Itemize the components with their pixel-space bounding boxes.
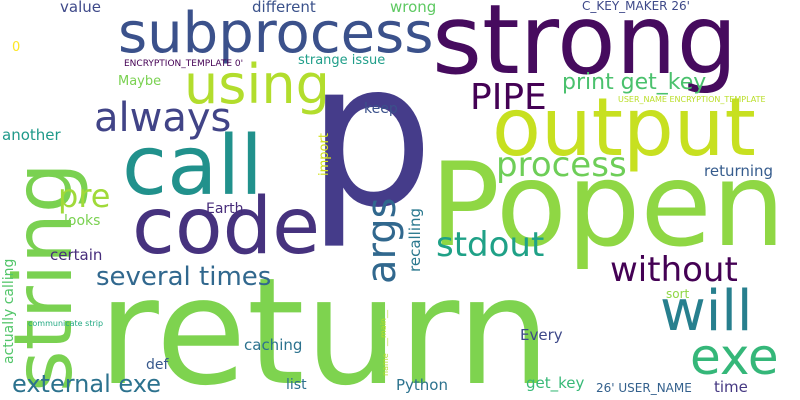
word-caching: caching <box>244 336 303 354</box>
word-without: without <box>610 250 738 290</box>
word-using: using <box>184 53 330 116</box>
word-list: list <box>286 377 307 393</box>
word-value: value <box>60 0 101 16</box>
word-always: always <box>94 95 232 141</box>
word-popen: Popen <box>430 138 786 273</box>
word-args: args <box>359 197 405 284</box>
word-process: process <box>496 145 627 185</box>
word-another: another <box>2 126 61 144</box>
word-name: name <box>381 353 390 376</box>
word-maybe: Maybe <box>118 74 162 89</box>
word-subprocess: subprocess <box>118 1 434 66</box>
word-wrong: wrong <box>390 0 437 16</box>
word-several-times: several times <box>96 262 272 292</box>
word-different: different <box>252 0 316 16</box>
word-looks: looks <box>64 213 101 229</box>
word-keep: keep <box>364 101 398 117</box>
word-zero: 0 <box>12 40 21 55</box>
word-stdout: stdout <box>436 225 545 265</box>
word-earth: Earth <box>206 201 244 217</box>
word-import: import <box>317 133 332 176</box>
word-will: will <box>660 279 753 344</box>
word-user-name-encryption-template: USER_NAME ENCRYPTION_TEMPLATE <box>618 95 766 104</box>
word-print-get-key: print get_key <box>562 70 707 95</box>
word-user-name-26: 26' USER_NAME <box>596 381 692 395</box>
word-return: return <box>98 246 551 400</box>
word-pipe: PIPE <box>470 77 547 118</box>
word-code: code <box>132 182 321 272</box>
word-def: def <box>146 357 169 373</box>
word-main: __main__ <box>379 310 388 346</box>
word-pre: pre <box>58 177 111 215</box>
word-external-exe: external exe <box>12 370 161 398</box>
word-c-key-maker: C_KEY_MAKER 26' <box>582 0 690 13</box>
word-python: Python <box>396 376 448 394</box>
word-strange-issue: strange issue <box>298 53 386 68</box>
word-output: output <box>492 81 756 174</box>
word-strong: strong <box>432 0 738 96</box>
word-time: time <box>714 378 748 396</box>
word-encryption-template: ENCRYPTION_TEMPLATE 0' <box>124 59 244 69</box>
word-p: p <box>307 19 434 252</box>
word-sort: sort <box>666 287 690 301</box>
word-communicate-strip: communicate strip <box>28 319 104 328</box>
word-call: call <box>122 119 263 214</box>
word-recalling: recalling <box>406 207 424 272</box>
word-certain: certain <box>50 246 103 264</box>
word-get-key: get_key <box>526 374 585 392</box>
word-actually-calling: actually calling <box>1 258 17 364</box>
word-every: Every <box>520 326 563 344</box>
word-returning: returning <box>704 162 774 180</box>
word-exe: exe <box>690 328 779 386</box>
